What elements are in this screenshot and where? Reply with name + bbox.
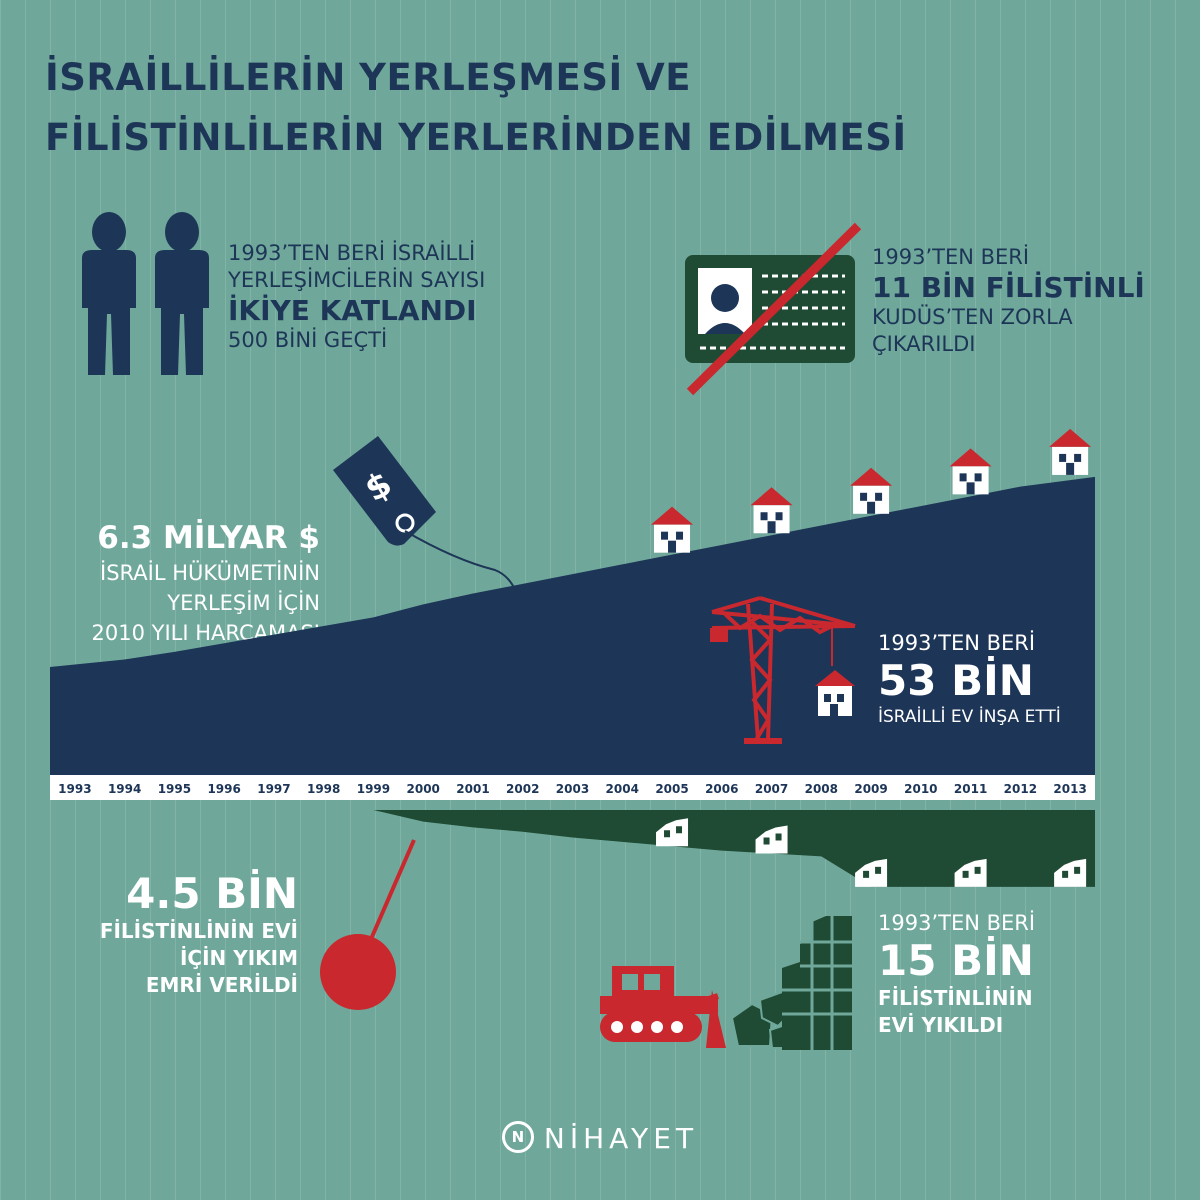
settlers-line-4: 500 BİNİ GEÇTİ <box>228 328 388 352</box>
x-tick-label: 2011 <box>954 782 987 796</box>
orders-line-3: İÇİN YIKIM <box>179 946 298 970</box>
built-line-1: 1993’TEN BERİ <box>878 631 1036 655</box>
x-tick-label: 2010 <box>904 782 937 796</box>
house-icon <box>949 448 992 495</box>
demolished-line-4: EVİ YIKILDI <box>878 1013 1004 1037</box>
x-tick-label: 2003 <box>556 782 589 796</box>
demolition-area <box>50 810 1095 887</box>
x-tick-label: 1997 <box>257 782 290 796</box>
x-tick-label: 1998 <box>307 782 340 796</box>
expelled-line-1: 1993’TEN BERİ <box>872 245 1030 269</box>
ruined-building-icon <box>782 916 852 1050</box>
house-icon <box>651 506 694 553</box>
x-tick-label: 2009 <box>854 782 887 796</box>
demolished-line-1: 1993’TEN BERİ <box>878 911 1036 935</box>
built-line-3: İSRAİLLİ EV İNŞA ETTİ <box>878 707 1061 727</box>
house-icon <box>1049 428 1092 475</box>
x-tick-label: 1996 <box>207 782 240 796</box>
house-icon <box>750 487 793 534</box>
settlement-area <box>50 476 1095 775</box>
x-tick-label: 1999 <box>357 782 390 796</box>
ruined-house-icon <box>954 858 987 887</box>
settlers-line-1: 1993’TEN BERİ İSRAİLLİ <box>228 241 476 265</box>
x-tick-label: 2001 <box>456 782 489 796</box>
demolished-line-3: FİLİSTİNLİNİN <box>878 986 1033 1010</box>
crane-counterweight <box>710 628 728 642</box>
page-title: İSRAİLLİLERİN YERLEŞMESİ VE FİLİSTİNLİLE… <box>45 48 1145 168</box>
expelled-text: 1993’TEN BERİ 11 BİN FİLİSTİNLİ KUDÜS’TE… <box>872 244 1192 358</box>
spending-line-3: YERLEŞİM İÇİN <box>167 591 320 615</box>
brand-name: NİHAYET <box>543 1122 699 1155</box>
ruined-house-icon <box>855 858 888 887</box>
x-tick-label: 2004 <box>606 782 639 796</box>
price-tag-icon <box>333 436 521 607</box>
settlers-text: 1993’TEN BERİ İSRAİLLİ YERLEŞİMCİLERİN S… <box>228 240 568 354</box>
x-axis-band <box>50 775 1095 800</box>
ruined-house-icon <box>656 818 689 847</box>
id-card-icon <box>685 222 862 396</box>
ruined-house-icon <box>1054 858 1087 887</box>
spending-line-2: İSRAİL HÜKÜMETİNİN <box>100 561 320 585</box>
x-tick-label: 1995 <box>158 782 191 796</box>
expelled-line-3: KUDÜS’TEN ZORLA <box>872 305 1073 329</box>
wrecking-ball-icon <box>320 934 396 1010</box>
x-tick-label: 2008 <box>805 782 838 796</box>
x-tick-label: 2012 <box>1004 782 1037 796</box>
expelled-highlight: 11 BİN FİLİSTİNLİ <box>872 271 1145 304</box>
x-tick-label: 2002 <box>506 782 539 796</box>
ruined-house-icon <box>755 825 788 854</box>
settlers-line-2: YERLEŞİMCİLERİN SAYISI <box>228 268 486 292</box>
x-tick-label: 1994 <box>108 782 141 796</box>
orders-line-2: FİLİSTİNLİNİN EVİ <box>99 919 298 943</box>
orders-text: 4.5 BİN FİLİSTİNLİNİN EVİ İÇİN YIKIM EMR… <box>20 870 298 999</box>
demolished-highlight: 15 BİN <box>878 936 1034 985</box>
brand-logo-icon: N <box>501 1121 534 1153</box>
wrecking-ball-chain <box>366 839 416 947</box>
expelled-line-4: ÇIKARILDI <box>872 332 976 356</box>
x-tick-label: 2005 <box>655 782 688 796</box>
x-tick-label: 2007 <box>755 782 788 796</box>
settlers-highlight: İKİYE KATLANDI <box>228 294 477 327</box>
x-tick-label: 2000 <box>407 782 440 796</box>
title-line-2: FİLİSTİNLİLERİN YERLERİNDEN EDİLMESİ <box>45 116 907 159</box>
orders-line-4: EMRİ VERİLDİ <box>145 973 298 997</box>
people-icon <box>82 212 209 375</box>
x-tick-label: 2013 <box>1053 782 1086 796</box>
crane-icon <box>711 596 856 744</box>
built-highlight: 53 BİN <box>878 656 1034 705</box>
x-tick-label: 2006 <box>705 782 738 796</box>
footer-brand: N NİHAYET <box>0 1121 1200 1156</box>
x-tick-label: 1993 <box>58 782 91 796</box>
spending-amount: 6.3 MİLYAR $ <box>97 520 320 556</box>
house-icon <box>850 467 893 514</box>
orders-highlight: 4.5 BİN <box>126 869 298 918</box>
built-text: 1993’TEN BERİ 53 BİN İSRAİLLİ EV İNŞA ET… <box>878 630 1188 729</box>
demolished-text: 1993’TEN BERİ 15 BİN FİLİSTİNLİNİN EVİ Y… <box>878 910 1188 1039</box>
bulldozer-icon <box>600 966 726 1048</box>
hanging-house-icon <box>815 670 855 716</box>
title-line-1: İSRAİLLİLERİN YERLEŞMESİ VE <box>45 56 692 99</box>
